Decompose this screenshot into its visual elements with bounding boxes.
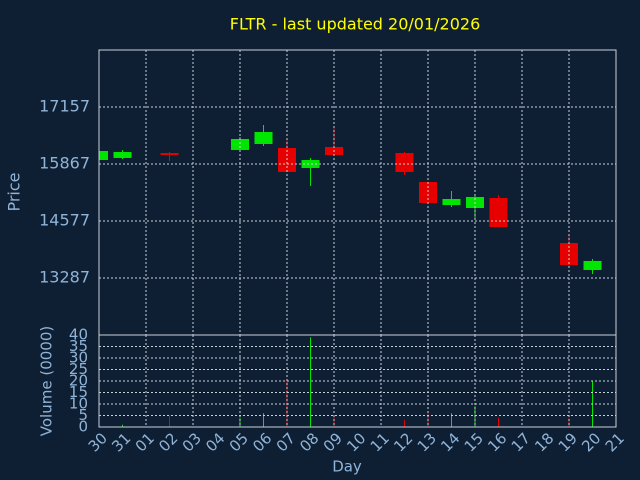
y-tick-label: 25	[69, 360, 88, 378]
candle-body	[113, 151, 132, 158]
y-tick-label: 5	[78, 406, 88, 424]
y-axis-label: Price	[5, 172, 24, 211]
candle-body	[278, 148, 296, 172]
candle-body	[442, 198, 461, 206]
x-axis-label: Day	[332, 458, 362, 476]
candle-body	[160, 152, 179, 155]
candle-body	[419, 181, 437, 203]
candle-body	[395, 152, 414, 172]
y-tick-label: 40	[69, 326, 88, 344]
candle-body	[301, 159, 320, 168]
candle-body	[583, 260, 602, 271]
y-tick-label: 15867	[39, 154, 90, 173]
volume-axis-label: Volume (0000)	[38, 326, 56, 436]
candle-body	[254, 132, 273, 144]
candle-body	[231, 138, 249, 150]
candle-body	[99, 151, 108, 160]
y-tick-label: 20	[69, 372, 88, 390]
y-tick-label: 17157	[39, 97, 90, 116]
y-tick-label: 14577	[39, 211, 90, 230]
chart-title: FLTR - last updated 20/01/2026	[230, 15, 481, 34]
y-tick-label: 10	[69, 395, 88, 413]
y-tick-label: 15	[69, 383, 88, 401]
y-tick-label: 35	[69, 337, 88, 355]
y-tick-label: 13287	[39, 268, 90, 287]
candle-body	[489, 197, 508, 228]
y-tick-label: 30	[69, 349, 88, 367]
y-tick-label: 0	[78, 418, 88, 436]
